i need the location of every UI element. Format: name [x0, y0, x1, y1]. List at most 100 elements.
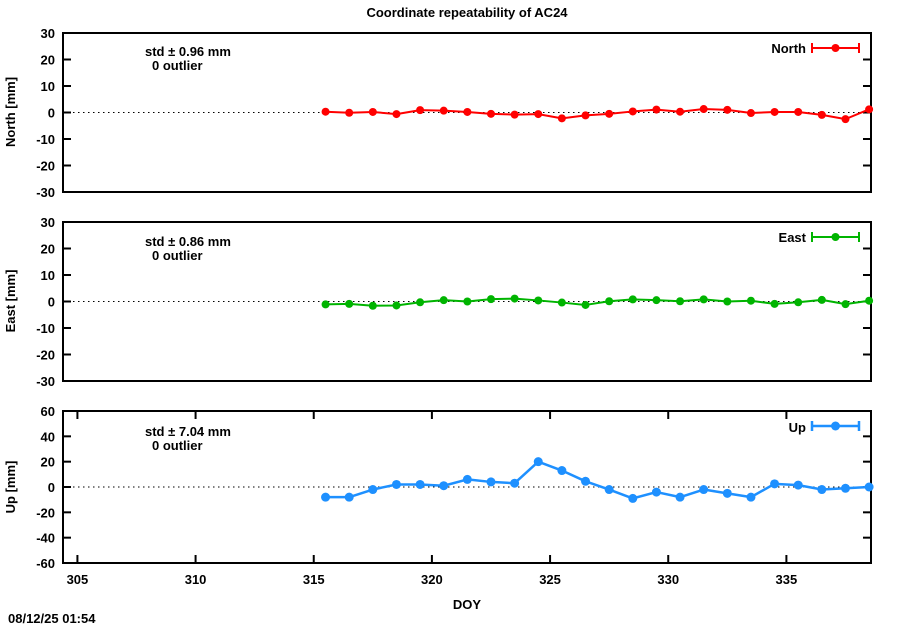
data-point [534, 110, 543, 119]
y-tick-label: -10 [36, 321, 55, 336]
data-point [463, 297, 472, 306]
y-tick-label: 20 [41, 242, 55, 257]
data-point [793, 480, 803, 490]
y-tick-label: -10 [36, 132, 55, 147]
data-point [345, 108, 354, 117]
data-point [628, 295, 637, 304]
data-point [416, 106, 425, 115]
data-point [321, 107, 330, 116]
north-outlier-label: 0 outlier [152, 58, 203, 73]
data-point [392, 110, 401, 119]
data-point [722, 488, 732, 498]
data-point [794, 107, 803, 116]
y-tick-label: -30 [36, 185, 55, 200]
legend-point-icon [831, 421, 840, 431]
data-point [581, 111, 590, 120]
data-line [325, 108, 870, 121]
data-point [463, 107, 472, 116]
y-tick-label: 20 [41, 455, 55, 470]
x-tick-label: 320 [421, 572, 443, 587]
x-tick-label: 305 [67, 572, 89, 587]
data-point [439, 106, 448, 115]
up-panel: -60 -40 -20 0 20 40 60 305 310 315 320 325 330 335 [36, 404, 874, 587]
data-point [486, 477, 496, 487]
data-point [699, 105, 708, 114]
up-y-axis-label: Up [mm] [3, 461, 18, 514]
data-point [416, 298, 425, 307]
data-point [770, 299, 779, 308]
data-point [652, 296, 661, 305]
x-tick-label: 315 [303, 572, 325, 587]
x-tick-label: 325 [539, 572, 561, 587]
data-point [699, 295, 708, 304]
x-axis-label: DOY [453, 597, 482, 612]
data-point [840, 483, 850, 493]
y-tick-label: 0 [48, 480, 55, 495]
data-point [581, 300, 590, 309]
data-point [391, 479, 401, 489]
data-point [557, 114, 566, 123]
data-point [675, 492, 685, 502]
north-y-axis-label: North [mm] [3, 77, 18, 147]
north-std-label: std ± 0.96 mm [145, 44, 231, 59]
data-point [368, 485, 378, 495]
data-line [325, 297, 870, 307]
x-tick-label: 335 [776, 572, 798, 587]
y-tick-label: 10 [41, 79, 55, 94]
data-point [865, 296, 874, 305]
data-point [817, 295, 826, 304]
data-line [325, 460, 870, 500]
east-panel: -30 -20 -10 0 10 20 30 [36, 215, 874, 389]
data-point [486, 295, 495, 304]
data-point [864, 482, 874, 492]
data-point [605, 109, 614, 118]
data-point [794, 298, 803, 307]
data-point [746, 492, 756, 502]
y-tick-label: 60 [41, 404, 55, 419]
data-point [605, 297, 614, 306]
data-point [368, 301, 377, 310]
data-point [321, 300, 330, 309]
data-point [841, 300, 850, 309]
data-point [723, 105, 732, 114]
y-tick-label: 10 [41, 268, 55, 283]
y-tick-label: 30 [41, 26, 55, 41]
data-point [699, 485, 709, 495]
legend-point-icon [831, 44, 840, 52]
y-tick-label: -20 [36, 159, 55, 174]
data-point [651, 487, 661, 497]
data-point [344, 492, 354, 502]
data-point [415, 479, 425, 489]
x-tick-label: 310 [185, 572, 207, 587]
up-std-label: std ± 7.04 mm [145, 424, 231, 439]
chart-title: Coordinate repeatability of AC24 [366, 5, 568, 20]
data-point [723, 297, 732, 306]
y-tick-label: 0 [48, 106, 55, 121]
data-point [510, 294, 519, 303]
data-point [817, 485, 827, 495]
y-tick-label: 0 [48, 295, 55, 310]
timestamp-label: 08/12/25 01:54 [8, 611, 96, 626]
data-point [345, 299, 354, 308]
up-outlier-label: 0 outlier [152, 438, 203, 453]
data-point [770, 107, 779, 116]
east-outlier-label: 0 outlier [152, 248, 203, 263]
data-point [321, 492, 331, 502]
data-point [392, 301, 401, 310]
y-tick-label: -30 [36, 374, 55, 389]
data-point [557, 298, 566, 307]
north-legend-label: North [771, 41, 806, 56]
data-point [557, 466, 567, 476]
data-point [676, 107, 685, 116]
data-point [604, 485, 614, 495]
data-point [439, 296, 448, 305]
data-point [652, 105, 661, 114]
data-point [628, 493, 638, 503]
data-point [865, 105, 874, 114]
data-point [746, 109, 755, 118]
y-tick-label: 20 [41, 53, 55, 68]
data-point [368, 107, 377, 116]
y-tick-label: 30 [41, 215, 55, 230]
